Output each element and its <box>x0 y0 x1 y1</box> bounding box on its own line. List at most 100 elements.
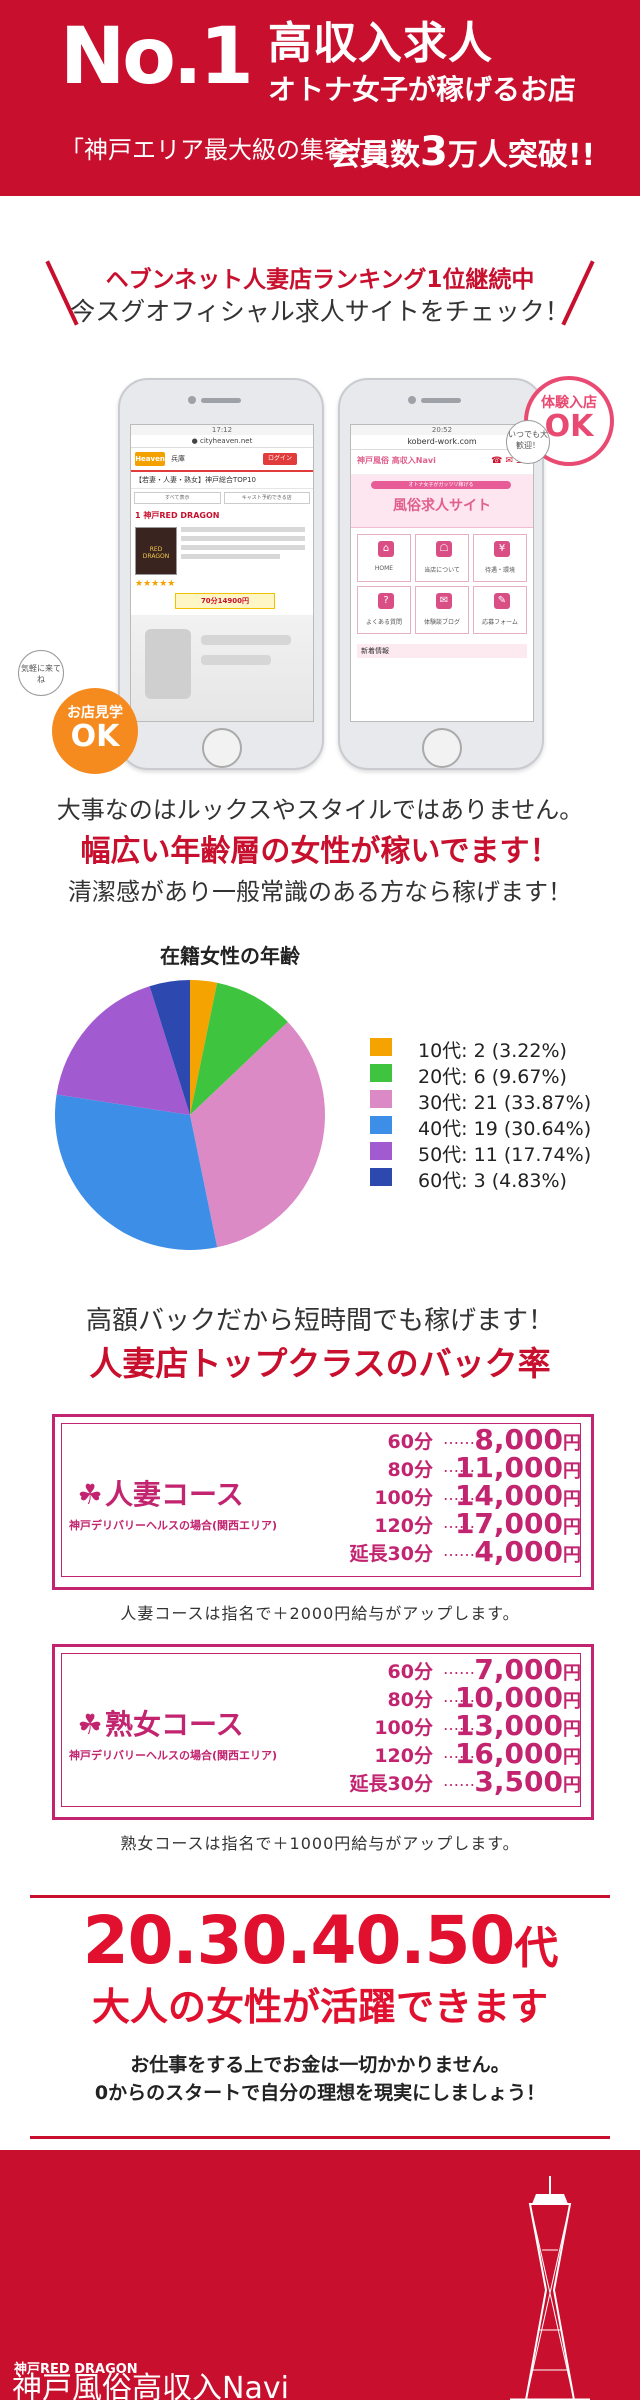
pie-slice-50代 <box>56 986 190 1115</box>
menu-blog[interactable]: ✉ 体験談ブログ <box>415 586 469 634</box>
pie-slice-20代 <box>190 982 288 1115</box>
menu-home[interactable]: ⌂ HOME <box>357 534 411 582</box>
menu-grid: ⌂ HOME ☖ 当店について ¥ 待遇・環境 ? よくある質問 ✉ 体験談ブログ ✎ 応募… <box>351 528 533 640</box>
legend-swatch <box>370 1090 392 1108</box>
course-name: ☘熟女コース <box>75 1703 243 1743</box>
menu-about[interactable]: ☖ 当店について <box>415 534 469 582</box>
price-row: 延長30分…… 4,000円 <box>349 1535 581 1568</box>
footer-site-name[interactable]: 神戸風俗高収入Navi <box>12 2371 289 2406</box>
ranking-headline: ヘブンネット人妻店ランキング1位継続中 <box>105 267 535 293</box>
age-banner-headline: 大人の女性が活躍できます <box>91 1985 548 2029</box>
course-card-hitozuma: ☘人妻コース 神戸デリバリーヘルスの場合(関西エリア) 60分…… 8,000円 … <box>52 1414 594 1590</box>
course-name: ☘人妻コース <box>75 1473 243 1513</box>
no-cost-text: お仕事をする上でお金は一切かかりません。 <box>130 2054 510 2076</box>
status-bar: 17:12 <box>131 425 313 435</box>
header-subtitle: オトナ女子が稼げるお店 <box>268 73 577 106</box>
header-title: 高収入求人 <box>268 18 493 69</box>
visit-tag: 気軽に来てね <box>18 650 64 696</box>
phone-screen: 20:52 koberd-work.com 神戸風俗 高収入Navi ☎✉☰ オ… <box>350 424 534 722</box>
age-pie-chart <box>54 980 326 1250</box>
phone-camera <box>188 396 196 404</box>
age-banner-numbers: 20.30.40.50代 <box>82 1902 559 1979</box>
area-label: 兵庫 <box>171 455 185 463</box>
price-row: 100分…… 14,000円 <box>374 1479 581 1512</box>
course-note: 人妻コースは指名で＋2000円給与がアップします。 <box>120 1604 520 1623</box>
tab-reservable[interactable]: キャスト予約できる店 <box>223 492 310 504</box>
course-region: 神戸デリバリーヘルスの場合(関西エリア) <box>69 1519 278 1532</box>
header-icons[interactable]: ☎✉☰ <box>491 456 527 466</box>
legend-item: 30代: 21 (33.87%) <box>370 1087 630 1114</box>
trial-ok-bubble: 体験入店 OK <box>524 376 614 466</box>
menu-benefits[interactable]: ¥ 待遇・環境 <box>473 534 527 582</box>
phone-camera <box>408 396 416 404</box>
price-row: 100分…… 13,000円 <box>374 1709 581 1742</box>
menu-apply[interactable]: ✎ 応募フォーム <box>473 586 527 634</box>
member-count-suffix: 万人突破!! <box>447 138 596 173</box>
legend-label: 60代: 3 (4.83%) <box>418 1170 567 1192</box>
backrate-headline: 人妻店トップクラスのバック率 <box>89 1344 551 1383</box>
pay-badge: 70分14900円 <box>175 593 275 609</box>
kobe-port-tower-icon <box>510 2176 590 2400</box>
legend-label: 10代: 2 (3.22%) <box>418 1040 567 1062</box>
heaven-logo[interactable]: Heaven <box>135 452 165 466</box>
start-text: 0からのスタートで自分の理想を現実にしましょう！ <box>94 2082 546 2104</box>
shop-card[interactable]: RED DRAGON ★★★★★ 70分14900円 <box>135 523 309 613</box>
pie-slice-60代 <box>149 980 190 1115</box>
header-banner: No.1 高収入求人 オトナ女子が稼げるお店 「神戸エリア最大級の集客力」 会員… <box>0 0 640 196</box>
legend-swatch <box>370 1116 392 1134</box>
shop-thumbnail: RED DRAGON <box>135 527 177 575</box>
yen-icon: ¥ <box>494 541 510 557</box>
news-header[interactable]: 新着情報 <box>357 644 527 658</box>
legend-item: 60代: 3 (4.83%) <box>370 1165 630 1192</box>
member-count-prefix: 会員数 <box>330 138 420 173</box>
visit-ok-bubble: お店見学 OK <box>52 688 138 774</box>
trial-tag: いつでも大歓迎！ <box>506 420 550 464</box>
legend-swatch <box>370 1168 392 1186</box>
woman-icon: ☘ <box>77 1478 103 1511</box>
rating-stars: ★★★★★ <box>135 579 176 589</box>
home-icon: ⌂ <box>378 541 394 557</box>
url-bar[interactable]: koberd-work.com <box>351 435 533 450</box>
ranking-breadcrumb: 【若妻・人妻・熟女】神戸総合TOP10 <box>131 472 313 489</box>
hero-banner: オトナ女子がガッツリ稼げる 風俗求人サイト <box>351 475 533 528</box>
appeal-line3: 清潔感があり一般常識のある方なら稼げます！ <box>68 878 572 906</box>
price-row: 80分…… 11,000円 <box>387 1451 581 1484</box>
site-header: Heaven 兵庫 ログイン <box>131 448 313 472</box>
pie-slice-10代 <box>190 980 218 1115</box>
age-banner-frame <box>30 1895 610 2139</box>
appeal-headline: 幅広い年齢層の女性が稼いでます！ <box>80 834 560 869</box>
price-row: 120分…… 17,000円 <box>374 1507 581 1540</box>
legend-label: 30代: 21 (33.87%) <box>418 1092 592 1114</box>
price-list: 60分…… 7,000円 80分…… 10,000円 100分…… 13,000円 1… <box>295 1653 585 1798</box>
course-region: 神戸デリバリーヘルスの場合(関西エリア) <box>69 1749 278 1762</box>
url-bar[interactable]: ● cityheaven.net <box>131 435 313 448</box>
legend-label: 20代: 6 (9.67%) <box>418 1066 567 1088</box>
menu-faq[interactable]: ? よくある質問 <box>357 586 411 634</box>
mail-icon: ✉ <box>436 593 452 609</box>
course-note: 熟女コースは指名で＋1000円給与がアップします。 <box>120 1834 520 1853</box>
site-header: 神戸風俗 高収入Navi ☎✉☰ <box>351 450 533 475</box>
shop-details <box>181 527 305 563</box>
appeal-line1: 大事なのはルックスやスタイルではありません。 <box>56 796 584 824</box>
banner-tagline: オトナ女子がガッツリ稼げる <box>371 481 511 489</box>
legend-item: 10代: 2 (3.22%) <box>370 1035 630 1062</box>
status-bar: 20:52 <box>351 425 533 435</box>
price-row: 80分…… 10,000円 <box>387 1681 581 1714</box>
tab-all[interactable]: すべて表示 <box>134 492 221 504</box>
backrate-lead: 高額バックだから短時間でも稼げます！ <box>85 1306 554 1336</box>
shop-name[interactable]: 1 神戸RED DRAGON <box>135 511 220 520</box>
pencil-icon: ✎ <box>494 593 510 609</box>
blurred-content <box>131 615 313 721</box>
legend-swatch <box>370 1038 392 1056</box>
legend-item: 20代: 6 (9.67%) <box>370 1061 630 1088</box>
phone-screen: 17:12 ● cityheaven.net Heaven 兵庫 ログイン 【若… <box>130 424 314 722</box>
footer-shop-name: 神戸RED DRAGON <box>14 2362 138 2377</box>
legend-swatch <box>370 1064 392 1082</box>
chart-title: 在籍女性の年齢 <box>160 944 300 968</box>
chart-legend: 10代: 2 (3.22%) 20代: 6 (9.67%) 30代: 21 (33.… <box>370 1035 630 1192</box>
login-button[interactable]: ログイン <box>263 453 297 465</box>
legend-item: 50代: 11 (17.74%) <box>370 1139 630 1166</box>
site-logo[interactable]: 神戸風俗 高収入Navi <box>357 456 436 465</box>
price-list: 60分…… 8,000円 80分…… 11,000円 100分…… 14,000円 1… <box>295 1423 585 1568</box>
shop-icon: ☖ <box>436 541 452 557</box>
